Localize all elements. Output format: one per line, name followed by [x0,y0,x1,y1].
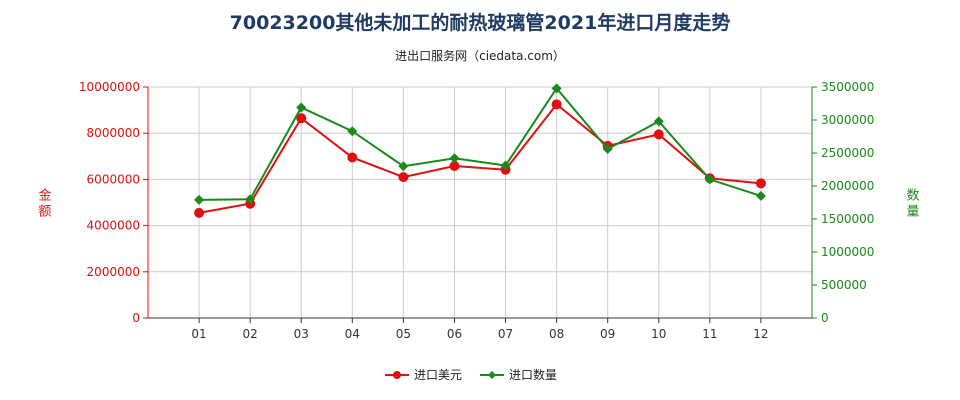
legend-layer: 进口美元 进口数量 [385,367,557,382]
left-axis-title: 金额 [38,188,51,220]
x-axis-tick-label: 12 [753,327,768,341]
quantity-point [296,102,307,113]
left-axis-title-char: 金 [38,188,51,204]
quantity-point [194,194,205,205]
series-line-2 [199,86,762,201]
quantity-point [755,190,766,201]
legend-swatch-marker [393,371,401,379]
x-axis-tick-label: 01 [191,327,206,341]
amount-point [194,207,205,218]
quantity-point [704,174,715,185]
left-axis-title-char: 额 [38,205,51,220]
quantity-point [398,161,409,172]
x-axis-tick-label: 11 [702,327,717,341]
x-axis-tick-label: 05 [396,327,411,341]
amount-point [398,172,409,183]
quantity-point [500,160,511,171]
x-axis-tick-label: 08 [549,327,564,341]
quantity-point [602,144,613,155]
right-axis-tick-label: 2000000 [821,179,874,193]
amount-point [551,99,562,110]
series-line-1 [198,102,762,214]
right-axis-tick-label: 3000000 [821,113,874,127]
x-axis-tick-label: 03 [294,327,309,341]
left-axis-tick-label: 10000000 [79,80,140,94]
chart-title: 70023200其他未加工的耐热玻璃管2021年进口月度走势 [229,12,731,34]
x-axis-tick-label: 06 [447,327,462,341]
series-layer [194,83,766,218]
left-axis-tick-label: 8000000 [87,126,140,140]
right-axis-tick-label: 2500000 [821,146,874,160]
amount-point [653,129,664,140]
quantity-point [245,194,256,205]
left-axis-tick-label: 4000000 [87,219,140,233]
right-axis-tick-label: 1000000 [821,245,874,259]
legend-swatch-marker [488,371,496,379]
right-axis-tick-label: 1500000 [821,212,874,226]
x-axis-tick-label: 07 [498,327,513,341]
x-axis-tick-label: 02 [243,327,258,341]
left-axis-tick-label: 6000000 [87,172,140,186]
right-axis-title: 数量 [906,189,919,220]
quantity-point [551,83,562,94]
right-axis-tick-label: 500000 [821,278,867,292]
x-axis-tick-label: 10 [651,327,666,341]
legend-item-1: 进口美元 [385,368,462,382]
left-axis-tick-label: 2000000 [87,265,140,279]
left-axis-tick-label: 0 [132,311,140,325]
right-axis-title-char: 量 [906,205,919,220]
quantity-point [653,116,664,127]
quantity-point [347,126,358,137]
x-axis-tick-label: 04 [345,327,360,341]
amount-point [296,113,307,124]
right-axis-tick-label: 3500000 [821,80,874,94]
right-axis-tick-label: 0 [821,311,829,325]
amount-point [449,161,460,172]
x-axis-tick-label: 09 [600,327,615,341]
legend-label: 进口数量 [509,367,557,382]
legend-item-2: 进口数量 [480,367,557,382]
quantity-point [449,153,460,164]
amount-point [755,178,766,189]
right-axis-title-char: 数 [906,189,919,204]
chart-subtitle: 进出口服务网（ciedata.com） [395,49,565,63]
amount-point [347,152,358,163]
legend-label: 进口美元 [414,368,462,382]
axes-layer: 0200000040000006000000800000010000000050… [38,80,919,341]
